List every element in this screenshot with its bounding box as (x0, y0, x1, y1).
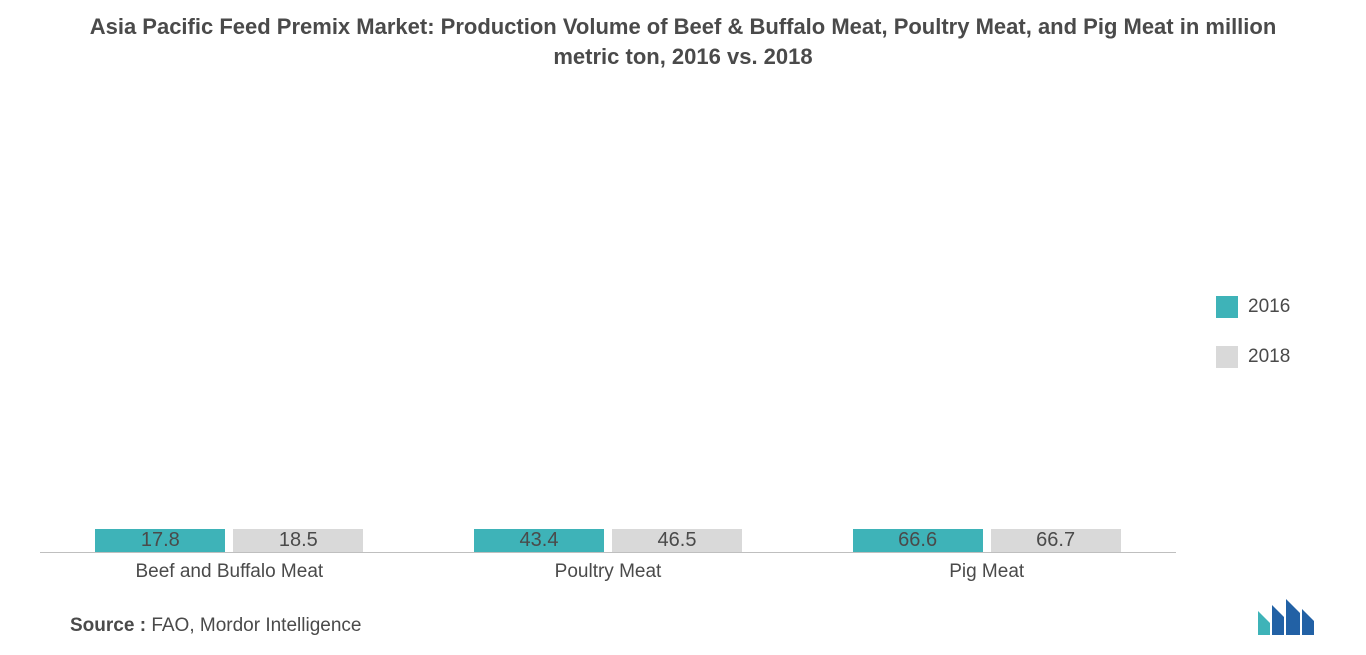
bar-value-label: 18.5 (279, 529, 318, 552)
bar-value-label: 46.5 (658, 529, 697, 552)
mordor-logo-icon (1256, 597, 1326, 637)
x-axis-label: Pig Meat (797, 561, 1176, 583)
bar-group: 17.8 18.5 (95, 529, 363, 552)
chart-container: Asia Pacific Feed Premix Market: Product… (0, 0, 1366, 655)
legend: 2016 2018 (1186, 81, 1336, 583)
legend-item-2018: 2018 (1216, 346, 1336, 368)
source-citation: Source : FAO, Mordor Intelligence (70, 615, 361, 637)
x-axis: Beef and Buffalo MeatPoultry MeatPig Mea… (40, 561, 1176, 583)
chart-column: 17.8 18.5 43.4 46.5 66.6 66.7 Beef and Buffal… (30, 81, 1186, 583)
bar: 18.5 (233, 529, 363, 552)
bar-groups: 17.8 18.5 43.4 46.5 66.6 66.7 (40, 91, 1176, 552)
bar-group: 43.4 46.5 (474, 529, 742, 552)
chart-body: 17.8 18.5 43.4 46.5 66.6 66.7 Beef and Buffal… (30, 81, 1336, 583)
legend-swatch-2018 (1216, 346, 1238, 368)
legend-label-2016: 2016 (1248, 296, 1290, 318)
bar: 17.8 (95, 529, 225, 552)
legend-item-2016: 2016 (1216, 296, 1336, 318)
bar: 66.6 (853, 529, 983, 552)
source-text: FAO, Mordor Intelligence (151, 615, 361, 636)
legend-label-2018: 2018 (1248, 346, 1290, 368)
x-axis-label: Poultry Meat (419, 561, 798, 583)
source-label: Source : (70, 615, 146, 636)
bar-group: 66.6 66.7 (853, 529, 1121, 552)
legend-swatch-2016 (1216, 296, 1238, 318)
x-axis-label: Beef and Buffalo Meat (40, 561, 419, 583)
bar: 66.7 (991, 529, 1121, 552)
bar-value-label: 66.6 (898, 529, 937, 552)
bar: 46.5 (612, 529, 742, 552)
chart-title: Asia Pacific Feed Premix Market: Product… (30, 12, 1336, 81)
bar-value-label: 43.4 (520, 529, 559, 552)
bar: 43.4 (474, 529, 604, 552)
footer: Source : FAO, Mordor Intelligence (30, 583, 1336, 637)
plot-area: 17.8 18.5 43.4 46.5 66.6 66.7 (40, 91, 1176, 553)
bar-value-label: 17.8 (141, 529, 180, 552)
bar-value-label: 66.7 (1036, 529, 1075, 552)
